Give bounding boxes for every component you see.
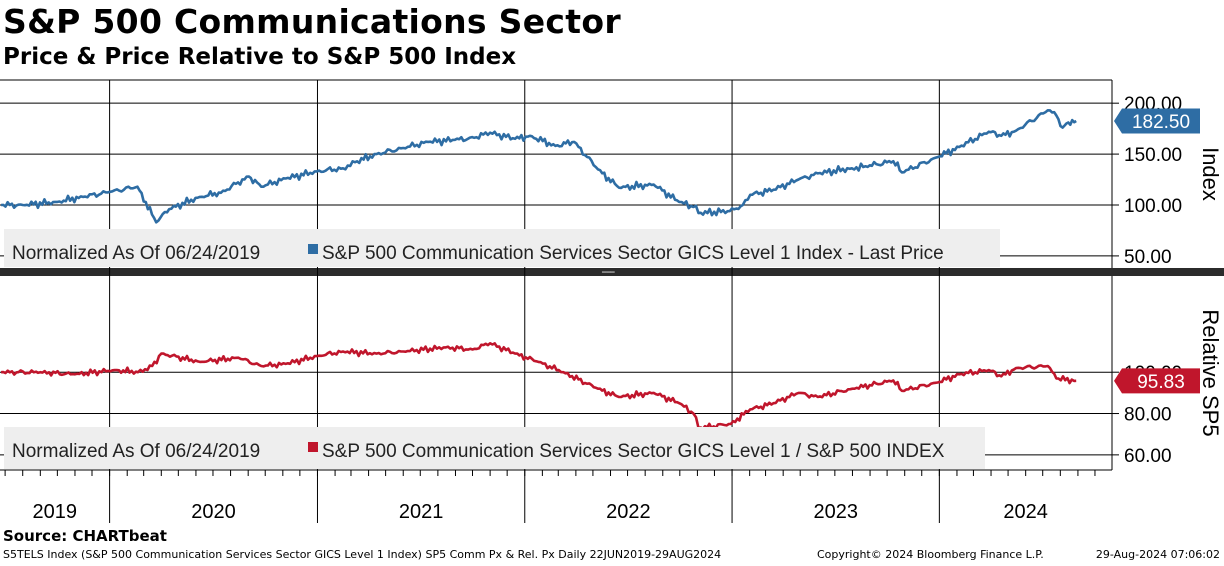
legend-series-label: S&P 500 Communication Services Sector GI… (322, 243, 944, 264)
panel-divider-handle: ═══ (601, 269, 615, 277)
x-tick-label: 2022 (606, 501, 651, 523)
series-line (1, 342, 1077, 431)
legend-normalized-label: Normalized As Of 06/24/2019 (12, 441, 260, 462)
y-tick-label: 60.00 (1124, 446, 1172, 467)
footer-timestamp: 29-Aug-2024 07:06:02 (1095, 548, 1220, 561)
panel-divider[interactable] (0, 268, 1224, 276)
x-tick-label: 2023 (813, 501, 858, 523)
x-tick-label: 2019 (33, 501, 78, 523)
last-value-label: 182.50 (1132, 112, 1190, 133)
x-tick-label: 2020 (191, 501, 236, 523)
x-tick-label: 2021 (399, 501, 444, 523)
y-tick-label: 100.00 (1124, 196, 1182, 217)
footer-description: S5TELS Index (S&P 500 Communication Serv… (3, 548, 722, 561)
last-value-tag (1114, 368, 1200, 394)
legend-normalized-label: Normalized As Of 06/24/2019 (12, 243, 260, 264)
legend-swatch (308, 442, 318, 452)
page-subtitle: Price & Price Relative to S&P 500 Index (3, 44, 517, 70)
legend-box (4, 229, 1000, 267)
y-tick-label: 50.00 (1124, 247, 1172, 268)
x-tick-label: 2024 (1003, 501, 1048, 523)
series-line (1, 109, 1077, 224)
source-note: Source: CHARTbeat (3, 527, 167, 545)
legend-swatch (308, 244, 318, 254)
footer-copyright: Copyright© 2024 Bloomberg Finance L.P. (817, 548, 1044, 561)
y-tick-label: 80.00 (1124, 405, 1172, 426)
last-value-tag (1114, 108, 1200, 134)
y-axis-title: Relative SP5 (1198, 309, 1223, 436)
page-title: S&P 500 Communications Sector (3, 2, 621, 41)
last-value-label: 95.83 (1137, 372, 1185, 393)
y-axis-title: Index (1198, 147, 1223, 201)
y-tick-label: 150.00 (1124, 145, 1182, 166)
legend-series-label: S&P 500 Communication Services Sector GI… (322, 441, 945, 462)
legend-box (4, 427, 985, 469)
